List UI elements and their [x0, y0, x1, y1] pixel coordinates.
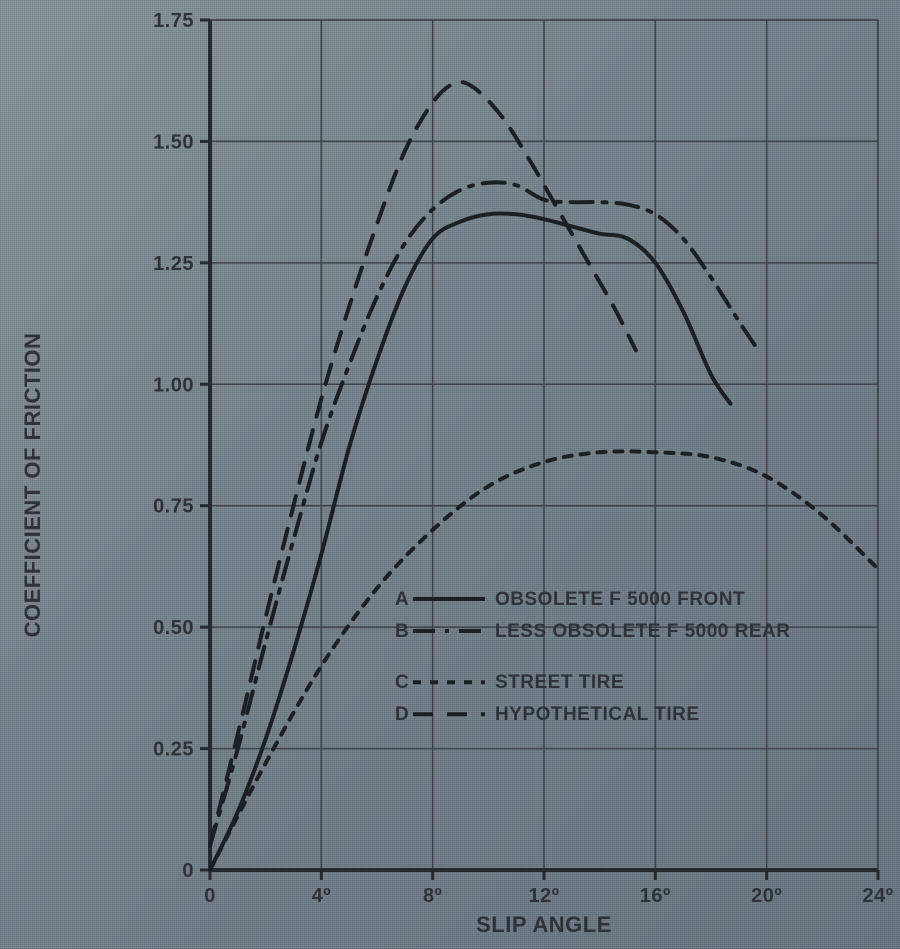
- series-D: [210, 82, 636, 846]
- x-tick-label: 20º: [751, 885, 782, 907]
- x-tick-label: 24º: [862, 885, 893, 907]
- y-tick-label: 0.25: [153, 739, 194, 761]
- chart-svg: 0 4º 8º 12º 16º 20º 24º 0 0.25 0.50 0.75 1.00 1.25 1.…: [0, 0, 900, 949]
- friction-vs-slip-chart: 0 4º 8º 12º 16º 20º 24º 0 0.25 0.50 0.75 1.00 1.25 1.…: [0, 0, 900, 949]
- legend-prefix-B: B: [395, 621, 409, 642]
- y-tick-label: 1.00: [153, 374, 194, 396]
- y-tick-label: 0: [182, 860, 194, 882]
- x-tick-label: 8º: [423, 885, 442, 907]
- x-tick-label: 0: [204, 885, 216, 907]
- legend-prefix-C: C: [395, 672, 409, 693]
- legend-prefix-D: D: [395, 704, 409, 725]
- legend-prefix-A: A: [395, 589, 409, 610]
- series-A: [210, 214, 730, 870]
- y-tick-label: 1.25: [153, 253, 194, 275]
- x-tick-label: 16º: [640, 885, 671, 907]
- legend-label-D: HYPOTHETICAL TIRE: [495, 704, 700, 725]
- y-axis-label: COEFFICIENT OF FRICTION: [20, 333, 45, 638]
- y-tick-label: 0.50: [153, 617, 194, 639]
- y-tick-label: 1.75: [153, 10, 194, 32]
- legend-label-C: STREET TIRE: [495, 672, 624, 693]
- legend-label-A: OBSOLETE F 5000 FRONT: [495, 589, 745, 610]
- x-tick-label: 12º: [528, 885, 559, 907]
- x-axis-label: SLIP ANGLE: [476, 912, 612, 937]
- x-tick-label: 4º: [312, 885, 331, 907]
- y-tick-label: 1.50: [153, 131, 194, 153]
- y-tick-label: 0.75: [153, 496, 194, 518]
- legend-label-B: LESS OBSOLETE F 5000 REAR: [495, 621, 790, 642]
